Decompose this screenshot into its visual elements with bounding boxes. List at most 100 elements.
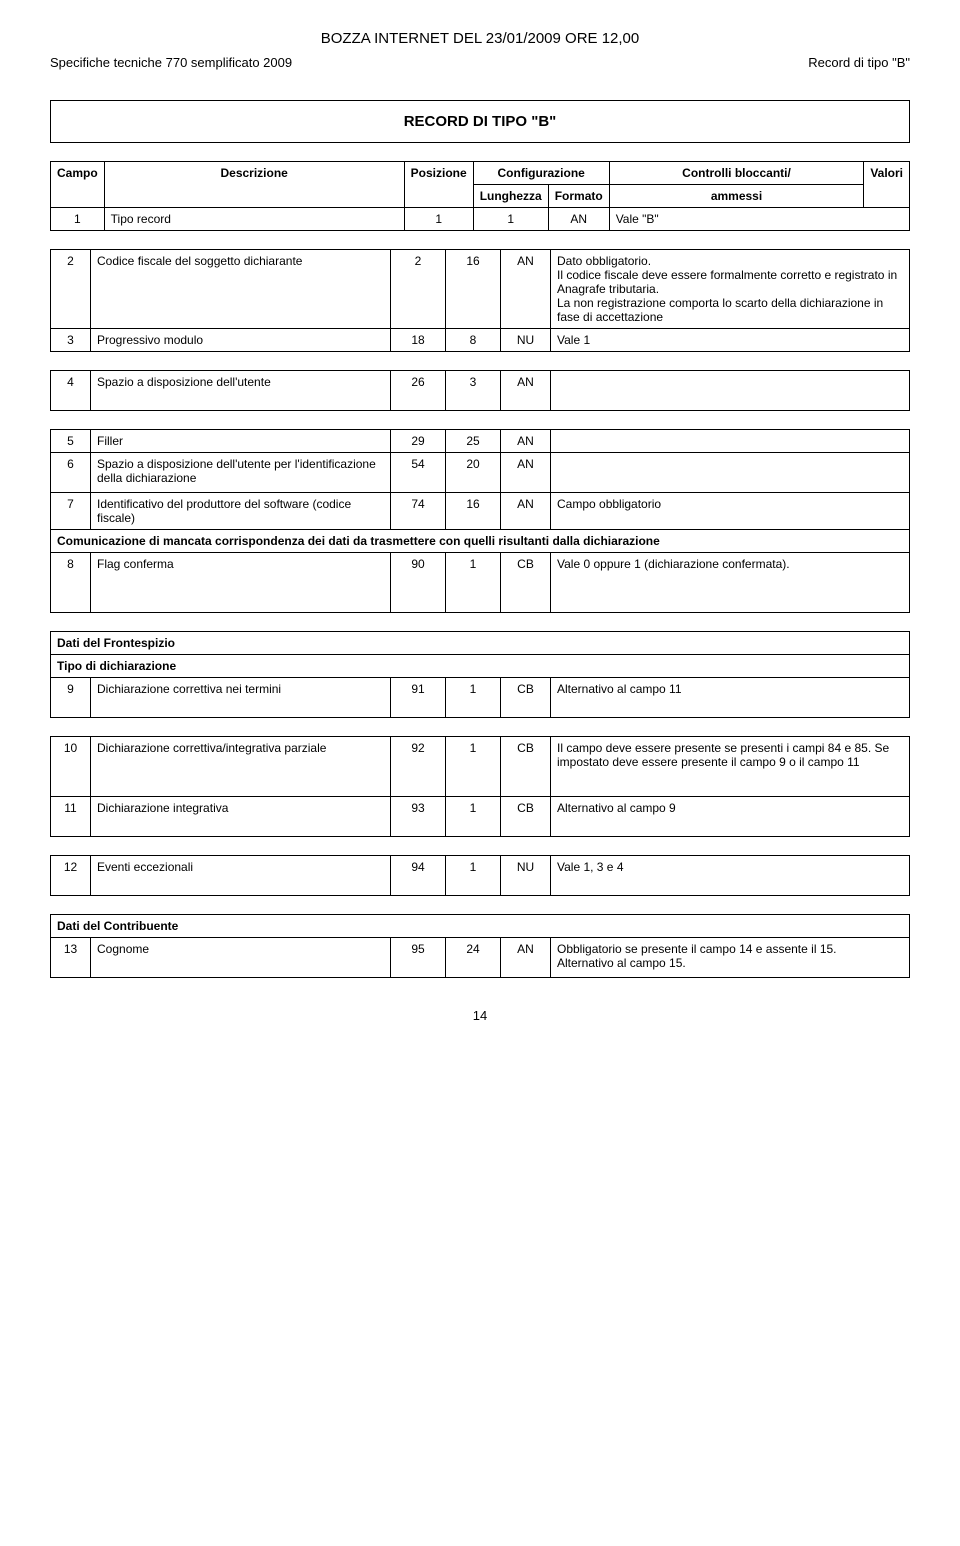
table-row: 3 Progressivo modulo 18 8 NU Vale 1	[51, 329, 910, 352]
cell-p: 92	[391, 737, 446, 797]
section-label: Comunicazione di mancata corrispondenza …	[51, 530, 910, 553]
col-formato: Formato	[548, 185, 609, 208]
cell-n: 10	[51, 737, 91, 797]
cell-n: 3	[51, 329, 91, 352]
col-posizione: Posizione	[404, 162, 473, 208]
cell-c: Vale 0 oppure 1 (dichiarazione confermat…	[551, 553, 910, 613]
table-row: 10 Dichiarazione correttiva/integrativa …	[51, 737, 910, 797]
section-frontespizio: Dati del Frontespizio	[51, 632, 910, 655]
section-comunicazione: Comunicazione di mancata corrispondenza …	[51, 530, 910, 553]
cell-l: 1	[446, 737, 501, 797]
cell-f: CB	[501, 553, 551, 613]
cell-f: NU	[501, 329, 551, 352]
cell-l: 8	[446, 329, 501, 352]
record-title: RECORD DI TIPO "B"	[50, 100, 910, 143]
spec-table-4: 4 Spazio a disposizione dell'utente 26 3…	[50, 370, 910, 411]
subheader-right: Record di tipo "B"	[808, 55, 910, 70]
col-controlli: Controlli bloccanti/	[609, 162, 864, 185]
cell-d: Codice fiscale del soggetto dichiarante	[91, 250, 391, 329]
page-number: 14	[50, 1008, 910, 1023]
cell-p: 74	[391, 493, 446, 530]
section-contribuente: Dati del Contribuente	[51, 915, 910, 938]
cell-d: Spazio a disposizione dell'utente per l'…	[91, 453, 391, 493]
table-row: 13 Cognome 95 24 AN Obbligatorio se pres…	[51, 938, 910, 978]
cell-c	[551, 430, 910, 453]
cell-l: 1	[473, 208, 548, 231]
cell-d: Dichiarazione correttiva/integrativa par…	[91, 737, 391, 797]
cell-l: 20	[446, 453, 501, 493]
cell-c: Dato obbligatorio. Il codice fiscale dev…	[551, 250, 910, 329]
table-row: 12 Eventi eccezionali 94 1 NU Vale 1, 3 …	[51, 856, 910, 896]
cell-n: 11	[51, 797, 91, 837]
cell-l: 3	[446, 371, 501, 411]
cell-c: Vale 1	[551, 329, 910, 352]
cell-p: 95	[391, 938, 446, 978]
cell-p: 2	[391, 250, 446, 329]
cell-d: Identificativo del produttore del softwa…	[91, 493, 391, 530]
cell-f: AN	[501, 371, 551, 411]
cell-p: 91	[391, 678, 446, 718]
cell-f: CB	[501, 678, 551, 718]
header-row-1: Campo Descrizione Posizione Configurazio…	[51, 162, 910, 185]
col-valori: Valori	[864, 162, 910, 208]
cell-c: Alternativo al campo 9	[551, 797, 910, 837]
cell-p: 26	[391, 371, 446, 411]
cell-f: NU	[501, 856, 551, 896]
cell-n: 4	[51, 371, 91, 411]
cell-d: Filler	[91, 430, 391, 453]
cell-l: 24	[446, 938, 501, 978]
cell-n: 9	[51, 678, 91, 718]
col-campo: Campo	[51, 162, 105, 208]
table-row: 2 Codice fiscale del soggetto dichiarant…	[51, 250, 910, 329]
spec-table-10-11: 10 Dichiarazione correttiva/integrativa …	[50, 736, 910, 837]
subheader-left: Specifiche tecniche 770 semplificato 200…	[50, 55, 292, 70]
cell-f: CB	[501, 797, 551, 837]
table-row: 7 Identificativo del produttore del soft…	[51, 493, 910, 530]
cell-c	[551, 371, 910, 411]
section-label: Dati del Frontespizio	[51, 632, 910, 655]
section-tipo-dichiarazione: Tipo di dichiarazione	[51, 655, 910, 678]
cell-d: Spazio a disposizione dell'utente	[91, 371, 391, 411]
cell-p: 90	[391, 553, 446, 613]
table-row: 11 Dichiarazione integrativa 93 1 CB Alt…	[51, 797, 910, 837]
table-row: 8 Flag conferma 90 1 CB Vale 0 oppure 1 …	[51, 553, 910, 613]
cell-c: Campo obbligatorio	[551, 493, 910, 530]
cell-c	[551, 453, 910, 493]
cell-p: 18	[391, 329, 446, 352]
table-row: 5 Filler 29 25 AN	[51, 430, 910, 453]
cell-n: 5	[51, 430, 91, 453]
cell-d: Dichiarazione integrativa	[91, 797, 391, 837]
cell-d: Dichiarazione correttiva nei termini	[91, 678, 391, 718]
section-label: Dati del Contribuente	[51, 915, 910, 938]
cell-p: 94	[391, 856, 446, 896]
cell-d: Cognome	[91, 938, 391, 978]
cell-d: Progressivo modulo	[91, 329, 391, 352]
cell-p: 1	[404, 208, 473, 231]
cell-f: AN	[501, 938, 551, 978]
cell-n: 8	[51, 553, 91, 613]
table-row: 6 Spazio a disposizione dell'utente per …	[51, 453, 910, 493]
cell-n: 7	[51, 493, 91, 530]
cell-d: Eventi eccezionali	[91, 856, 391, 896]
col-ammessi: ammessi	[609, 185, 864, 208]
cell-l: 1	[446, 553, 501, 613]
cell-l: 1	[446, 678, 501, 718]
cell-n: 2	[51, 250, 91, 329]
cell-l: 16	[446, 493, 501, 530]
cell-c: Vale 1, 3 e 4	[551, 856, 910, 896]
col-configurazione: Configurazione	[473, 162, 609, 185]
cell-n: 6	[51, 453, 91, 493]
cell-l: 16	[446, 250, 501, 329]
spec-table-frontespizio: Dati del Frontespizio Tipo di dichiarazi…	[50, 631, 910, 718]
table-row: 4 Spazio a disposizione dell'utente 26 3…	[51, 371, 910, 411]
spec-table-5-8: 5 Filler 29 25 AN 6 Spazio a disposizion…	[50, 429, 910, 613]
cell-p: 29	[391, 430, 446, 453]
table-row: 9 Dichiarazione correttiva nei termini 9…	[51, 678, 910, 718]
cell-f: AN	[548, 208, 609, 231]
cell-l: 1	[446, 797, 501, 837]
cell-n: 13	[51, 938, 91, 978]
cell-n: 12	[51, 856, 91, 896]
table-row: 1 Tipo record 1 1 AN Vale "B"	[51, 208, 910, 231]
cell-c: Alternativo al campo 11	[551, 678, 910, 718]
cell-f: CB	[501, 737, 551, 797]
